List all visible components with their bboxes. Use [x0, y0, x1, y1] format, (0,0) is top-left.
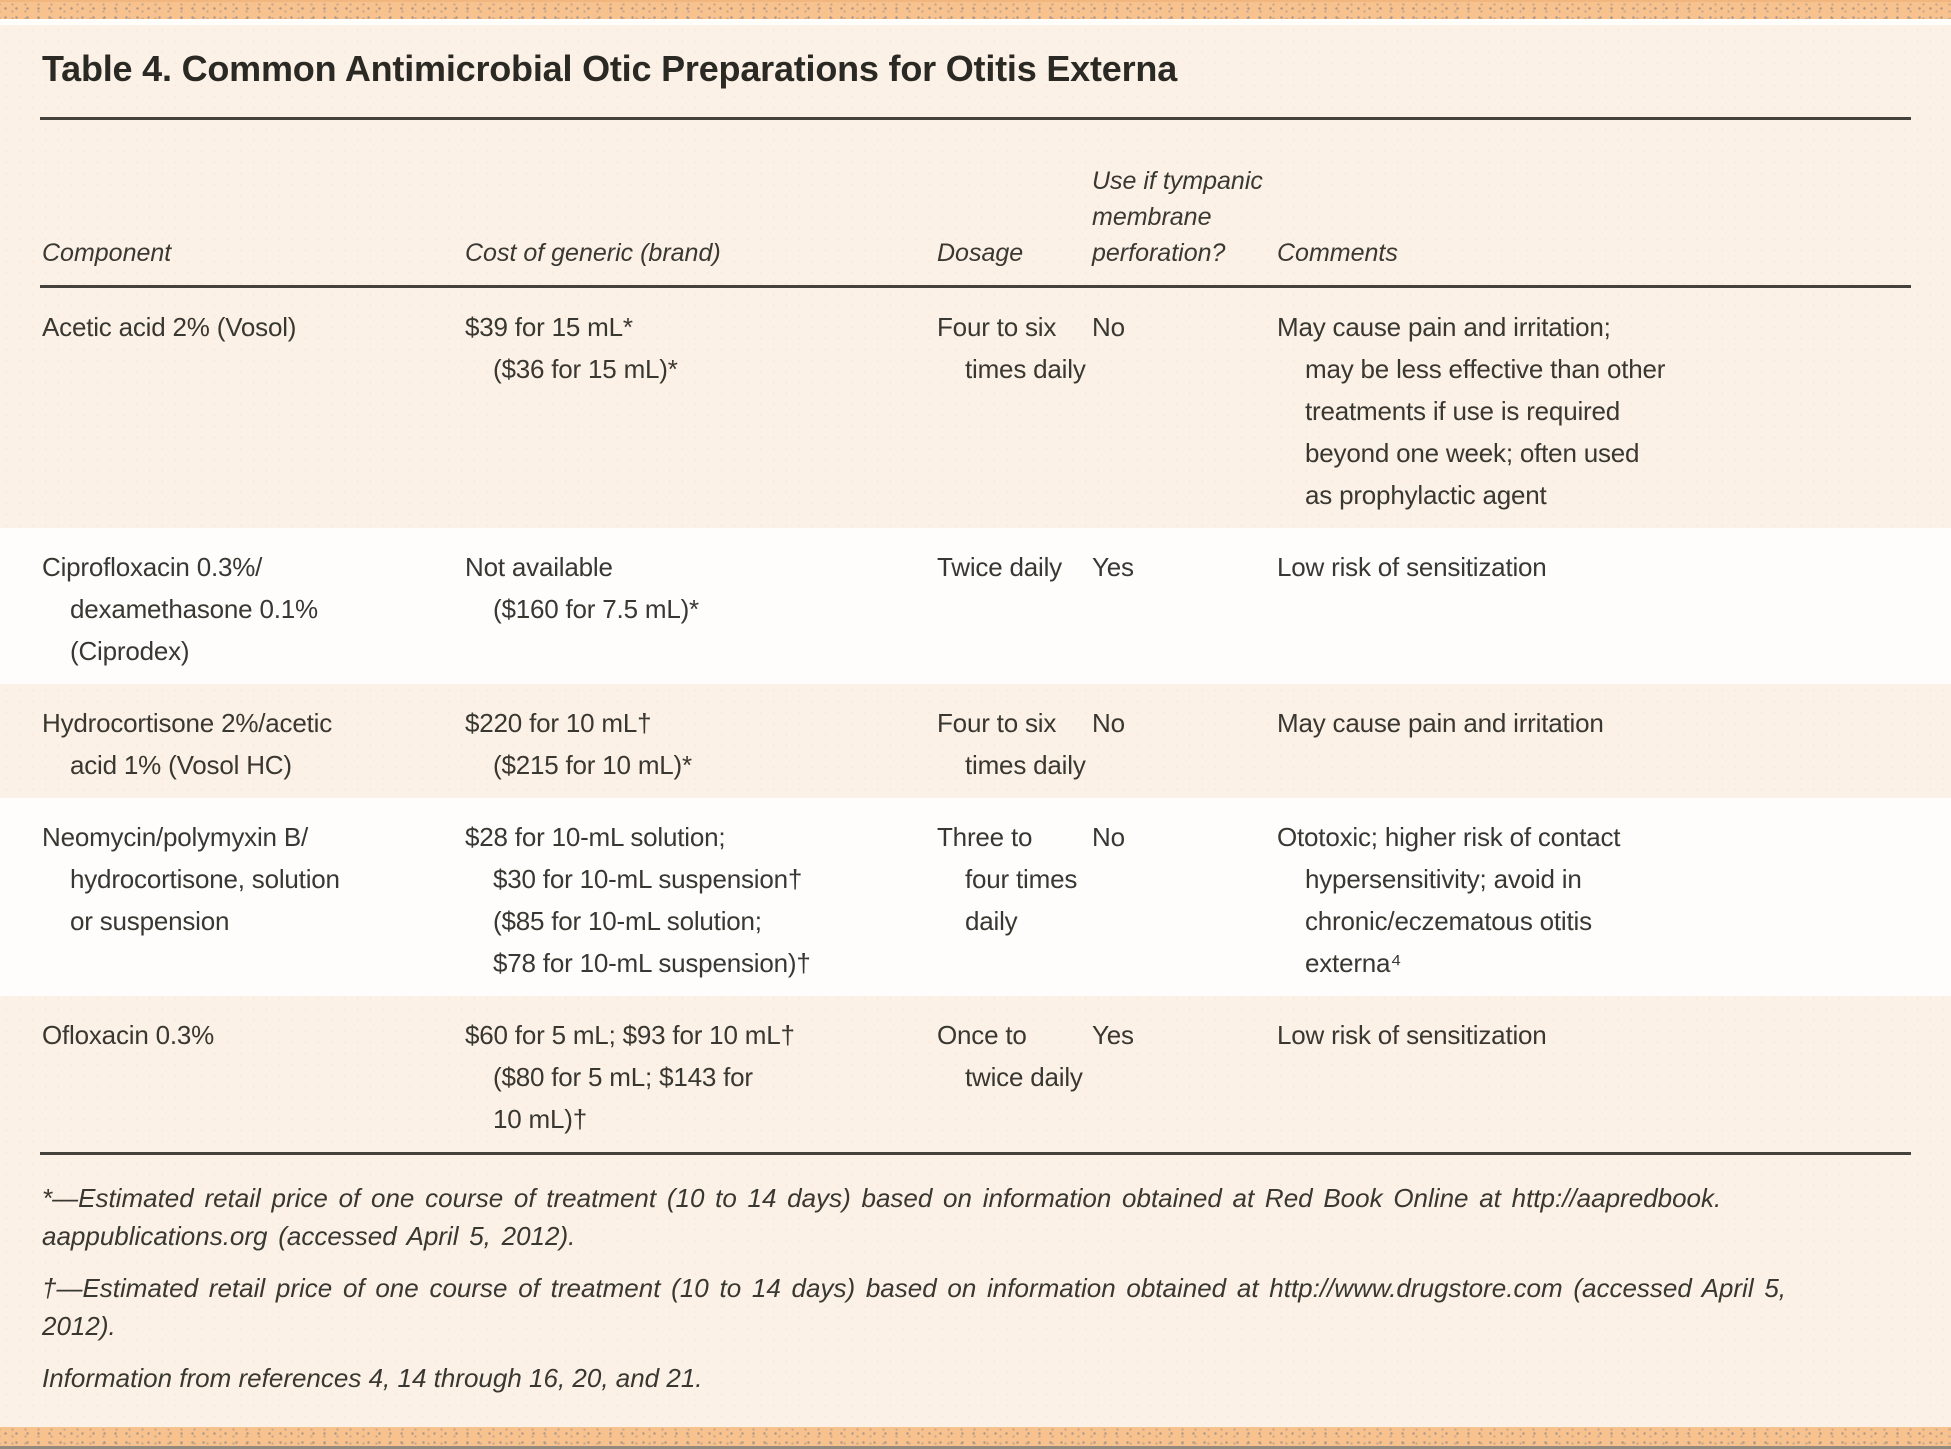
- cell-component: Acetic acid 2% (Vosol): [42, 312, 297, 342]
- table-row-neomycin: Neomycin/polymyxin B/ hydrocortisone, so…: [0, 798, 1951, 996]
- table-row-ciprofloxacin: Ciprofloxacin 0.3%/ dexamethasone 0.1% (…: [0, 528, 1951, 684]
- cell-component: Hydrocortisone 2%/acetic acid 1% (Vosol …: [42, 708, 332, 780]
- footnotes-section: *—Estimated retail price of one course o…: [0, 1155, 1951, 1427]
- footnote-references: Information from references 4, 14 throug…: [42, 1363, 703, 1393]
- col-header-cost: Cost of generic (brand): [465, 239, 721, 267]
- col-header-component: Component: [42, 239, 172, 267]
- cell-component: Ofloxacin 0.3%: [42, 1020, 215, 1050]
- cell-cost: $28 for 10-mL solution; $30 for 10-mL su…: [465, 822, 811, 978]
- cell-perforation: No: [1092, 312, 1125, 342]
- cell-component: Neomycin/polymyxin B/ hydrocortisone, so…: [42, 822, 340, 936]
- cell-cost: $60 for 5 mL; $93 for 10 mL† ($80 for 5 …: [465, 1020, 795, 1134]
- cell-perforation: No: [1092, 708, 1125, 738]
- cell-cost: $39 for 15 mL* ($36 for 15 mL)*: [465, 312, 678, 384]
- cell-perforation: Yes: [1092, 1020, 1134, 1050]
- cell-comments: Ototoxic; higher risk of contact hyperse…: [1277, 822, 1621, 978]
- cell-comments: May cause pain and irritation: [1277, 708, 1604, 738]
- cell-dosage: Twice daily: [937, 552, 1062, 582]
- table-row-hydrocortisone: Hydrocortisone 2%/acetic acid 1% (Vosol …: [0, 684, 1951, 798]
- cell-component: Ciprofloxacin 0.3%/ dexamethasone 0.1% (…: [42, 552, 318, 666]
- cell-comments: Low risk of sensitization: [1277, 552, 1547, 582]
- footnote-asterisk: *—Estimated retail price of one course o…: [42, 1183, 1722, 1251]
- cell-dosage: Three to four times daily: [937, 822, 1078, 936]
- cell-dosage: Four to six times daily: [937, 312, 1086, 384]
- table-panel: Table 4. Common Antimicrobial Otic Prepa…: [0, 25, 1951, 1449]
- bottom-accent-bar: [0, 1427, 1951, 1449]
- cell-perforation: No: [1092, 822, 1125, 852]
- cell-cost: Not available ($160 for 7.5 mL)*: [465, 552, 699, 624]
- header-row: Component Cost of generic (brand) Dosage…: [0, 120, 1951, 285]
- col-header-dosage: Dosage: [937, 239, 1024, 267]
- top-accent-bar: [0, 0, 1951, 19]
- cell-comments: Low risk of sensitization: [1277, 1020, 1547, 1050]
- cell-comments: May cause pain and irritation; may be le…: [1277, 312, 1666, 510]
- cell-dosage: Four to six times daily: [937, 708, 1086, 780]
- title-divider: [40, 117, 1911, 120]
- table-row-ofloxacin: Ofloxacin 0.3% $60 for 5 mL; $93 for 10 …: [0, 996, 1951, 1152]
- col-header-comments: Comments: [1277, 239, 1398, 267]
- table-row-acetic-acid: Acetic acid 2% (Vosol) $39 for 15 mL* ($…: [0, 288, 1951, 528]
- col-header-perforation: Use if tympanic membrane perforation?: [1092, 167, 1263, 267]
- header-divider: [40, 285, 1911, 288]
- cell-dosage: Once to twice daily: [937, 1020, 1083, 1092]
- cell-cost: $220 for 10 mL† ($215 for 10 mL)*: [465, 708, 692, 780]
- footnote-divider: [40, 1152, 1911, 1155]
- top-gap-strip: [0, 19, 1951, 25]
- table-title: Table 4. Common Antimicrobial Otic Prepa…: [42, 48, 1178, 89]
- cell-perforation: Yes: [1092, 552, 1134, 582]
- footnote-dagger: †—Estimated retail price of one course o…: [42, 1273, 1787, 1341]
